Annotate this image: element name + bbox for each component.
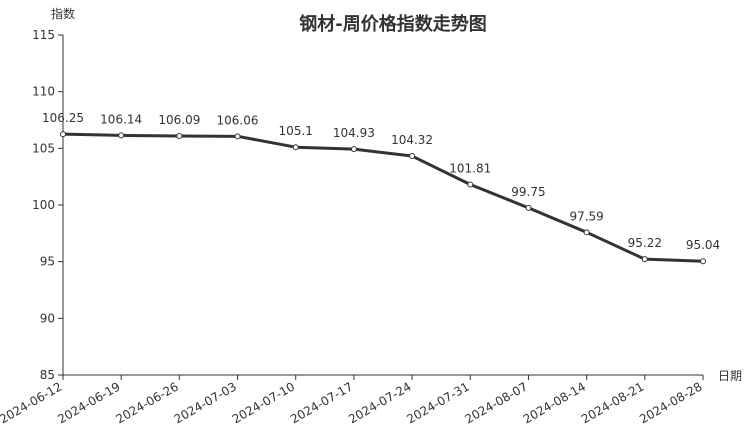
x-tick-label: 2024-08-14	[521, 379, 588, 426]
chart-title: 钢材-周价格指数走势图	[299, 13, 486, 35]
point	[700, 258, 706, 265]
data-label: 106.14	[100, 112, 142, 126]
y-tick-label: 110	[32, 85, 55, 99]
x-tick-label: 2024-08-28	[637, 379, 704, 426]
x-tick-label: 2024-08-07	[463, 379, 530, 426]
point	[350, 146, 357, 153]
point	[60, 131, 66, 138]
point	[409, 153, 416, 160]
data-label: 95.22	[628, 236, 662, 250]
data-label: 104.32	[391, 133, 433, 147]
x-tick-label: 2024-07-24	[346, 379, 413, 426]
y-tick-label: 95	[40, 255, 55, 269]
y-tick-label: 100	[32, 198, 55, 212]
point	[467, 181, 474, 188]
data-label: 97.59	[569, 209, 603, 223]
y-tick-label: 115	[32, 28, 55, 42]
point	[583, 229, 590, 236]
data-label: 105.1	[279, 124, 313, 138]
data-label: 106.09	[158, 113, 200, 127]
data-label: 106.25	[42, 111, 84, 125]
x-tick-label: 2024-07-17	[288, 379, 355, 426]
x-tick-label: 2024-07-10	[230, 379, 297, 426]
point	[292, 144, 299, 151]
line	[62, 132, 704, 263]
y-tick-label: 90	[40, 311, 55, 325]
data-label: 95.04	[686, 238, 720, 252]
x-tick-label: 2024-07-03	[172, 379, 239, 426]
x-tick-label: 2024-07-31	[404, 379, 471, 426]
data-label: 104.93	[333, 126, 375, 140]
point	[176, 132, 183, 139]
data-label: 106.06	[217, 113, 259, 127]
x-tick-label: 2024-08-21	[579, 379, 646, 426]
data-label: 99.75	[511, 185, 545, 199]
point	[234, 133, 241, 140]
y-axis-label: 指数	[51, 6, 75, 21]
x-tick-label: 2024-06-26	[113, 379, 180, 426]
data-label: 101.81	[449, 161, 491, 175]
point	[118, 132, 125, 139]
point	[525, 204, 532, 211]
x-tick-label: 2024-06-12	[0, 379, 65, 426]
point	[641, 256, 648, 263]
x-axis-label: 日期	[718, 369, 742, 383]
y-tick-label: 105	[32, 141, 55, 155]
y-tick-label: 85	[40, 368, 55, 382]
x-tick-label: 2024-06-19	[55, 379, 122, 426]
